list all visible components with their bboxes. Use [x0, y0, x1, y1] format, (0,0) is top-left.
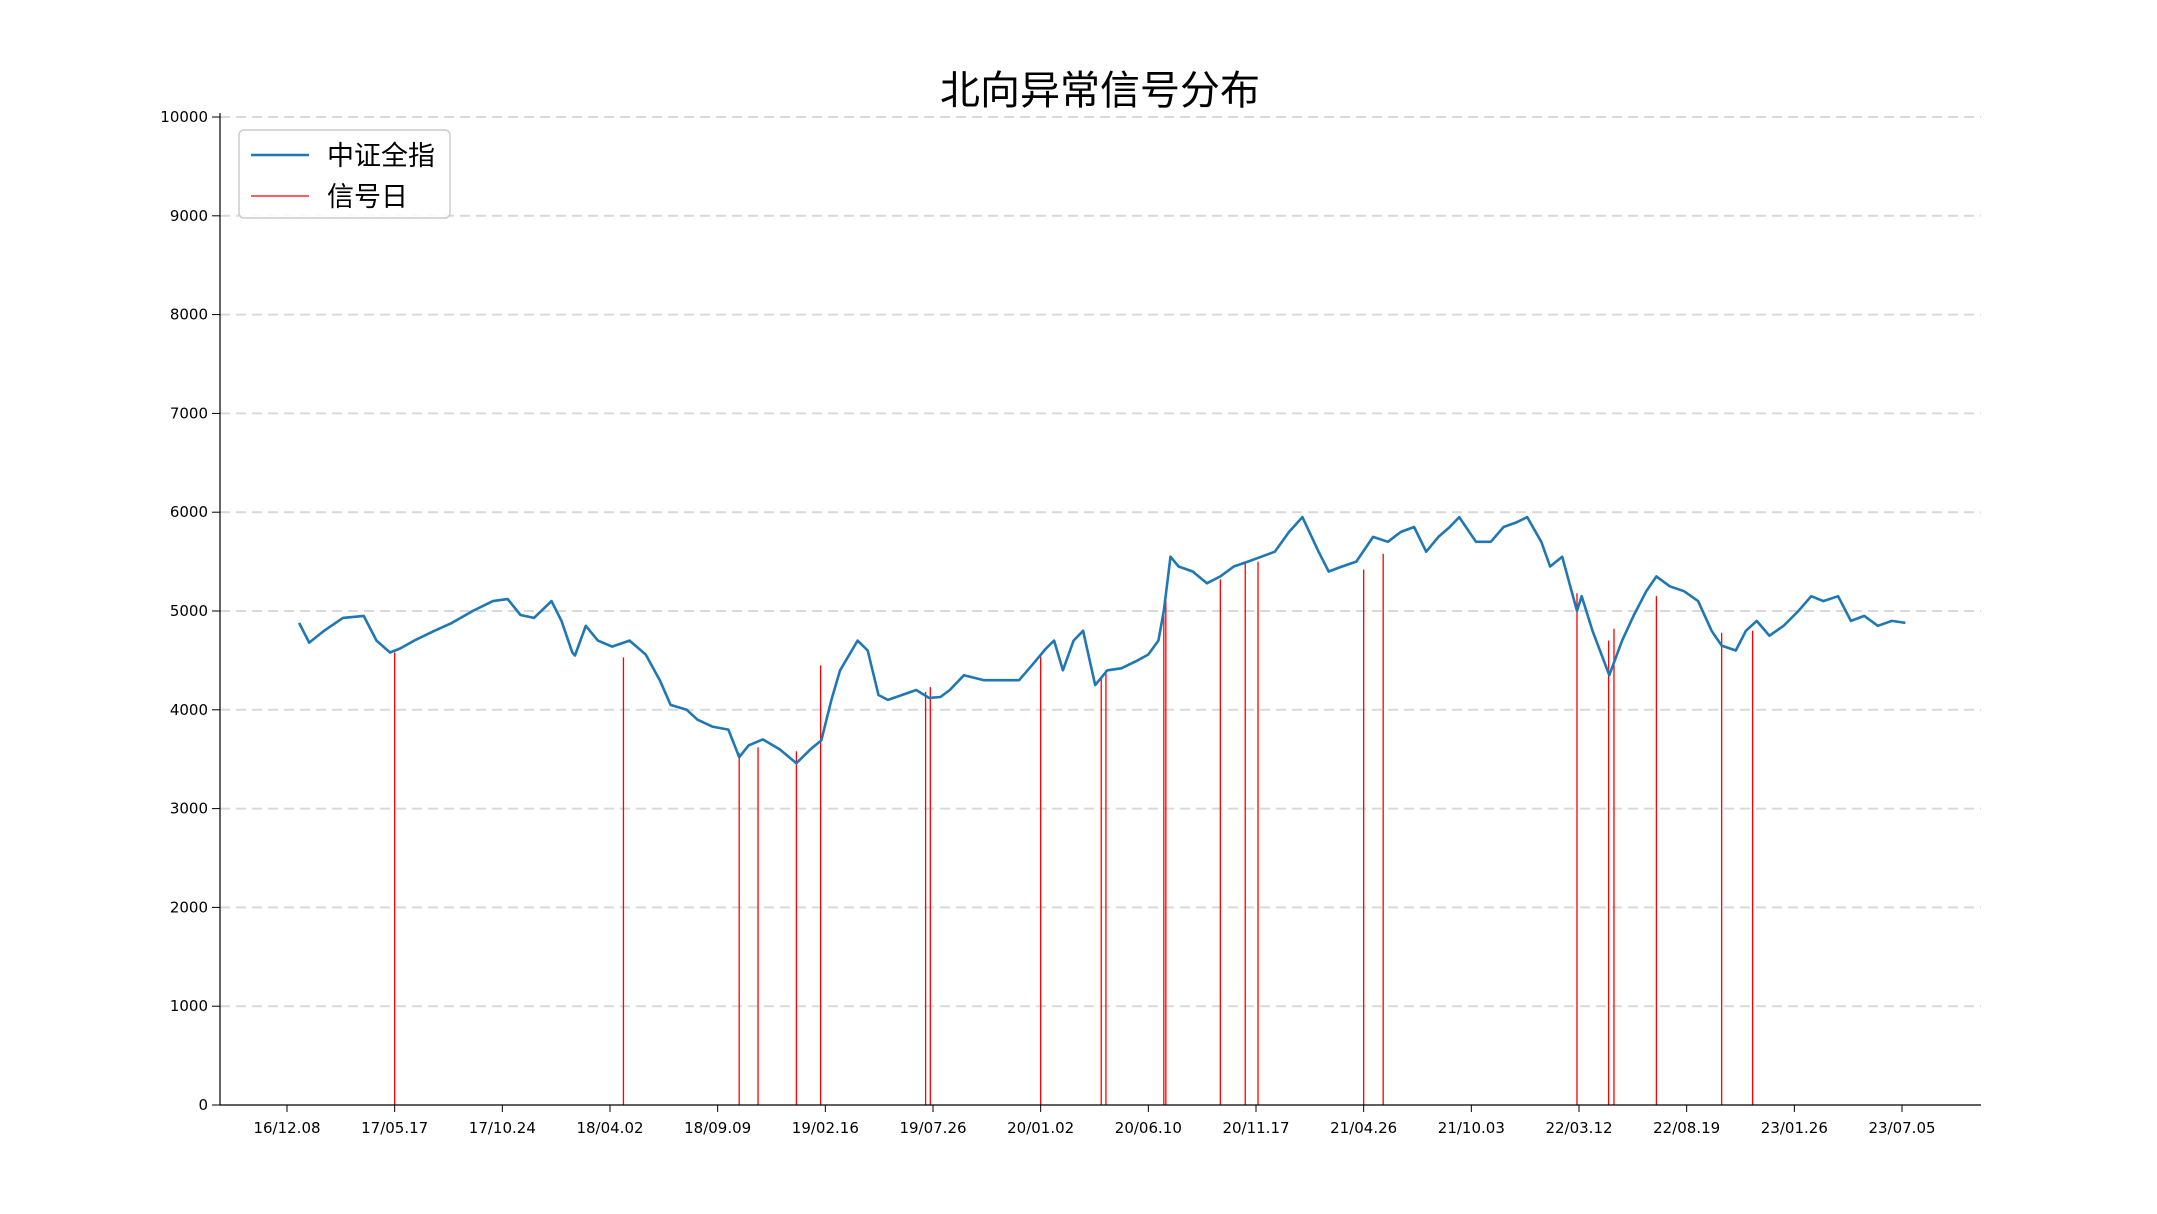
- y-tick-label: 8000: [170, 306, 208, 324]
- y-tick-label: 5000: [170, 602, 208, 620]
- x-tick-label: 19/02.16: [792, 1119, 859, 1137]
- x-tick-label: 22/03.12: [1545, 1119, 1612, 1137]
- y-tick-label: 2000: [170, 898, 208, 916]
- signal-lines: [394, 553, 1754, 1105]
- x-tick-label: 20/11.17: [1222, 1119, 1289, 1137]
- chart-title: 北向异常信号分布: [940, 68, 1260, 114]
- y-tick-label: 7000: [170, 404, 208, 422]
- x-tick-label: 18/04.02: [576, 1119, 643, 1137]
- x-tick-label: 23/01.26: [1761, 1119, 1828, 1137]
- legend-label-signal: 信号日: [327, 182, 408, 213]
- y-tick-label: 6000: [170, 503, 208, 521]
- series-lines: [297, 515, 1906, 765]
- y-tick-label: 4000: [170, 701, 208, 719]
- x-tick-label: 21/04.26: [1330, 1119, 1397, 1137]
- x-tick-labels: 16/12.08 17/05.17 17/10.24 18/04.02 18/09.09…: [253, 1119, 1935, 1137]
- x-tick-label: 20/06.10: [1115, 1119, 1182, 1137]
- x-tick-label: 18/09.09: [684, 1119, 751, 1137]
- axes: [212, 113, 1981, 1112]
- y-tick-label: 9000: [170, 207, 208, 225]
- x-tick-label: 16/12.08: [253, 1119, 320, 1137]
- y-tick-label: 0: [198, 1096, 208, 1114]
- y-tick-label: 10000: [160, 108, 208, 126]
- legend-label-index: 中证全指: [327, 141, 435, 172]
- gridlines: [220, 116, 1981, 1008]
- x-tick-label: 17/10.24: [469, 1119, 536, 1137]
- y-tick-label: 3000: [170, 800, 208, 818]
- x-tick-label: 21/10.03: [1438, 1119, 1505, 1137]
- x-tick-label: 17/05.17: [361, 1119, 428, 1137]
- y-tick-label: 1000: [170, 997, 208, 1015]
- x-tick-label: 19/07.26: [899, 1119, 966, 1137]
- y-tick-labels: 0 1000 2000 3000 4000 5000 6000 7000 8000 9000 100…: [160, 108, 208, 1114]
- legend: 中证全指 信号日: [238, 129, 451, 219]
- series-line-index: [297, 515, 1906, 765]
- x-tick-label: 23/07.05: [1868, 1119, 1935, 1137]
- x-tick-label: 20/01.02: [1007, 1119, 1074, 1137]
- x-tick-label: 22/08.19: [1653, 1119, 1720, 1137]
